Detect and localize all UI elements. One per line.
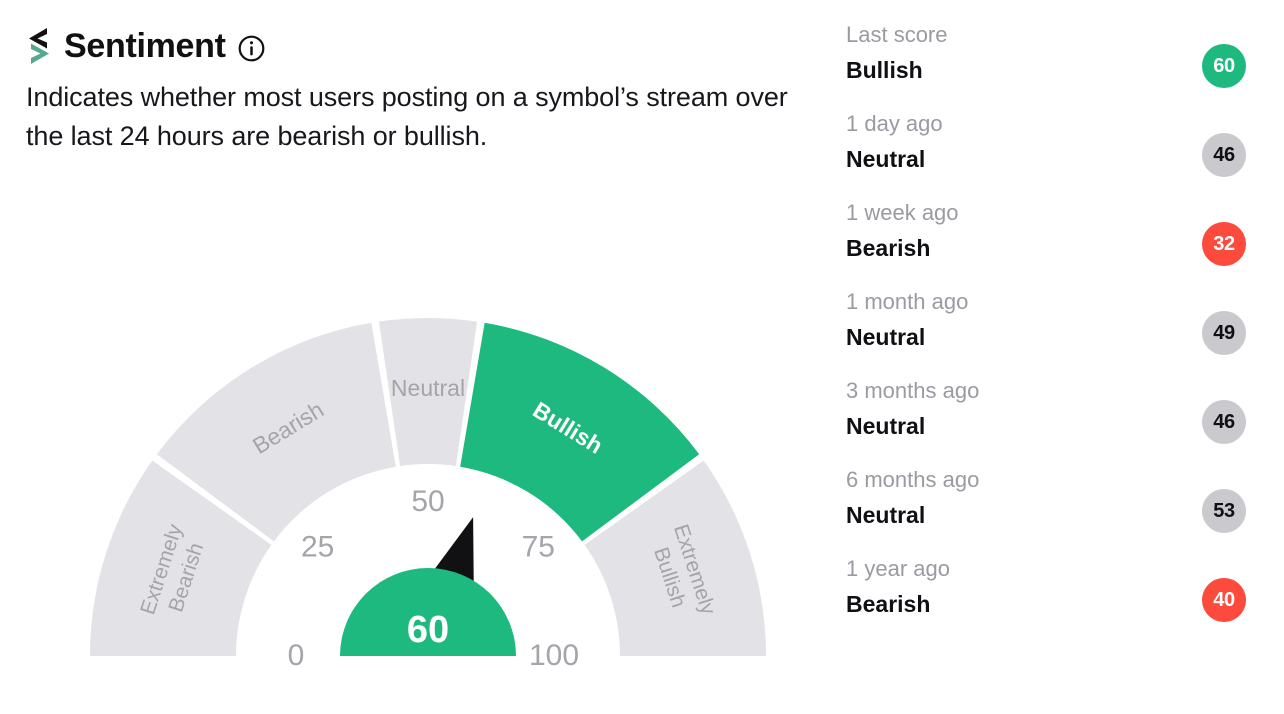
- list-item[interactable]: 3 months ago Neutral 46: [846, 378, 1260, 467]
- gauge-segment-extremely-bearish: [90, 460, 272, 656]
- status-badge: 32: [1202, 222, 1246, 266]
- status-badge: 49: [1202, 311, 1246, 355]
- sentiment-gauge: Extremely Bearish Bearish Neutral Bullish Ext…: [0, 300, 830, 714]
- list-item[interactable]: 1 month ago Neutral 49: [846, 289, 1260, 378]
- status-badge: 40: [1202, 578, 1246, 622]
- score-period-label: 6 months ago: [846, 467, 980, 492]
- list-item[interactable]: 1 week ago Bearish 32: [846, 200, 1260, 289]
- gauge-tick-label: 50: [411, 485, 444, 518]
- page-title: Sentiment: [64, 27, 226, 65]
- widget-description: Indicates whether most users posting on …: [26, 82, 788, 151]
- list-item[interactable]: 1 year ago Bearish 40: [846, 556, 1260, 645]
- score-sentiment-label: Neutral: [846, 502, 926, 528]
- score-period-label: 1 month ago: [846, 289, 969, 314]
- score-period-label: 1 year ago: [846, 556, 950, 581]
- gauge-svg: ExtremelyBearishBearishNeutralBullishExt…: [90, 318, 766, 672]
- score-history-list: Last score Bullish 60 1 day ago Neutral …: [846, 22, 1260, 645]
- gauge-needle: [432, 517, 474, 586]
- score-period-label: 1 day ago: [846, 111, 943, 136]
- list-item[interactable]: Last score Bullish 60: [846, 22, 1260, 111]
- gauge-segment-bullish: [460, 322, 700, 542]
- gauge-tick-label: 100: [529, 639, 579, 672]
- score-period-label: 3 months ago: [846, 378, 980, 403]
- status-badge: 46: [1202, 400, 1246, 444]
- score-period-label: Last score: [846, 22, 948, 47]
- gauge-segment-extremely-bullish: [584, 460, 766, 656]
- score-sentiment-label: Bearish: [846, 591, 931, 617]
- score-sentiment-label: Neutral: [846, 324, 926, 350]
- gauge-tick-label: 25: [301, 531, 334, 564]
- gauge-segment-neutral: [378, 318, 478, 467]
- gauge-value-text: 60: [407, 609, 449, 651]
- gauge-segment-label-line: Neutral: [391, 375, 465, 401]
- status-badge: 46: [1202, 133, 1246, 177]
- score-sentiment-label: Neutral: [846, 146, 926, 172]
- list-item[interactable]: 6 months ago Neutral 53: [846, 467, 1260, 556]
- status-badge: 53: [1202, 489, 1246, 533]
- gauge-value-hub: [340, 568, 516, 656]
- gauge-segment-label: Neutral: [391, 375, 465, 401]
- stocktwits-chevron-logo-icon: [26, 26, 52, 66]
- list-item[interactable]: 1 day ago Neutral 46: [846, 111, 1260, 200]
- score-period-label: 1 week ago: [846, 200, 959, 225]
- widget-header: Sentiment: [26, 26, 265, 66]
- info-circle-icon[interactable]: [238, 35, 265, 62]
- gauge-tick-label: 75: [522, 531, 555, 564]
- score-sentiment-label: Neutral: [846, 413, 926, 439]
- gauge-segment-bearish: [156, 322, 396, 542]
- score-sentiment-label: Bullish: [846, 57, 923, 83]
- score-sentiment-label: Bearish: [846, 235, 931, 261]
- gauge-tick-label: 0: [288, 639, 305, 672]
- sentiment-left-panel: Sentiment Indicates whether most users p…: [0, 26, 830, 714]
- status-badge: 60: [1202, 44, 1246, 88]
